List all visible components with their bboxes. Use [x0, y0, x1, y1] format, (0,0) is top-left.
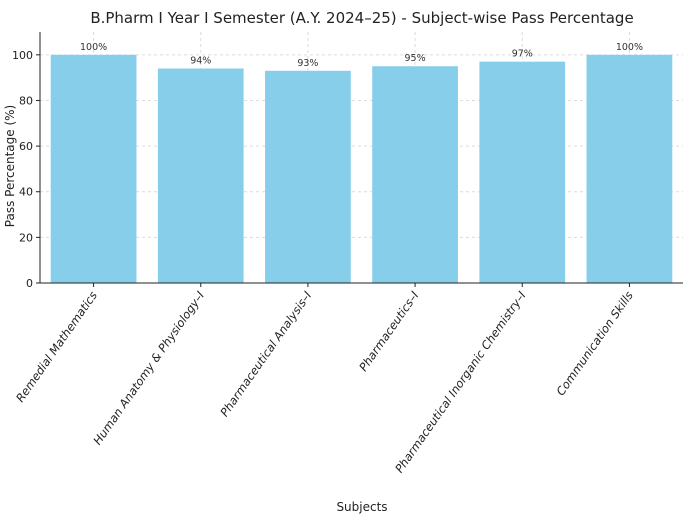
chart-title: B.Pharm I Year I Semester (A.Y. 2024–25)… [90, 9, 633, 27]
y-tick-label: 100 [12, 49, 33, 62]
x-tick-label: Pharmaceutical Inorganic Chemistry–I [392, 288, 529, 475]
y-tick-label: 0 [26, 277, 33, 290]
x-tick-label: Pharmaceutical Analysis–I [217, 288, 314, 419]
bar-data-label: 100% [80, 42, 107, 53]
bar-data-label: 100% [616, 42, 643, 53]
bar-data-label: 95% [405, 53, 426, 64]
x-tick-label: Pharmaceutics–I [356, 288, 422, 374]
y-tick-label: 80 [19, 94, 33, 107]
bar-data-label: 93% [297, 58, 318, 69]
bar-data-label: 94% [190, 56, 211, 67]
bar [50, 54, 137, 284]
x-axis-label: Subjects [336, 500, 387, 514]
bar [372, 66, 458, 284]
bar [586, 54, 673, 284]
x-tick-label: Human Anatomy & Physiology–I [90, 288, 207, 447]
y-tick-label: 20 [19, 231, 33, 244]
y-axis-label: Pass Percentage (%) [3, 105, 17, 227]
y-tick-label: 40 [19, 186, 33, 199]
x-tick-label: Remedial Mathematics [13, 289, 100, 405]
bar [157, 68, 244, 283]
bar-data-label: 97% [512, 49, 533, 60]
bar [265, 70, 351, 283]
x-tick-label: Communication Skills [553, 289, 636, 398]
y-tick-label: 60 [19, 140, 33, 153]
bar [479, 61, 566, 283]
